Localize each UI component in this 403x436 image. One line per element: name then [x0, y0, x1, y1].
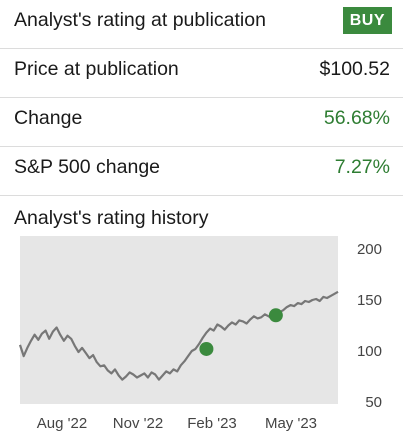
sp500-row: S&P 500 change 7.27%: [0, 147, 403, 196]
sp500-label: S&P 500 change: [14, 156, 161, 178]
x-tick-label: Nov '22: [113, 415, 163, 432]
change-label: Change: [14, 107, 83, 129]
rating-marker: [199, 341, 214, 356]
price-value: $100.52: [319, 58, 391, 80]
y-tick-label: 100: [357, 343, 382, 360]
change-row: Change 56.68%: [0, 98, 403, 147]
rating-row: Analyst's rating at publication BUY: [0, 0, 403, 49]
rating-history-title: Analyst's rating history: [14, 207, 209, 229]
rating-label: Analyst's rating at publication: [14, 9, 266, 31]
buy-badge: BUY: [342, 7, 392, 34]
y-tick-label: 150: [357, 292, 382, 309]
x-tick-label: May '23: [265, 415, 317, 432]
x-tick-label: Feb '23: [187, 415, 237, 432]
change-value: 56.68%: [323, 107, 390, 129]
y-tick-label: 50: [365, 394, 382, 411]
sp500-value: 7.27%: [334, 156, 390, 178]
price-line: [18, 290, 339, 381]
x-tick-label: Aug '22: [37, 415, 87, 432]
price-label: Price at publication: [14, 58, 179, 80]
price-row: Price at publication $100.52: [0, 49, 403, 98]
rating-history-chart: 200 150 100 50 Aug '22 Nov '22 Feb '23 May '23: [18, 236, 382, 432]
y-tick-label: 200: [357, 241, 382, 258]
plot-area: [20, 236, 338, 404]
rating-marker: [268, 308, 283, 323]
